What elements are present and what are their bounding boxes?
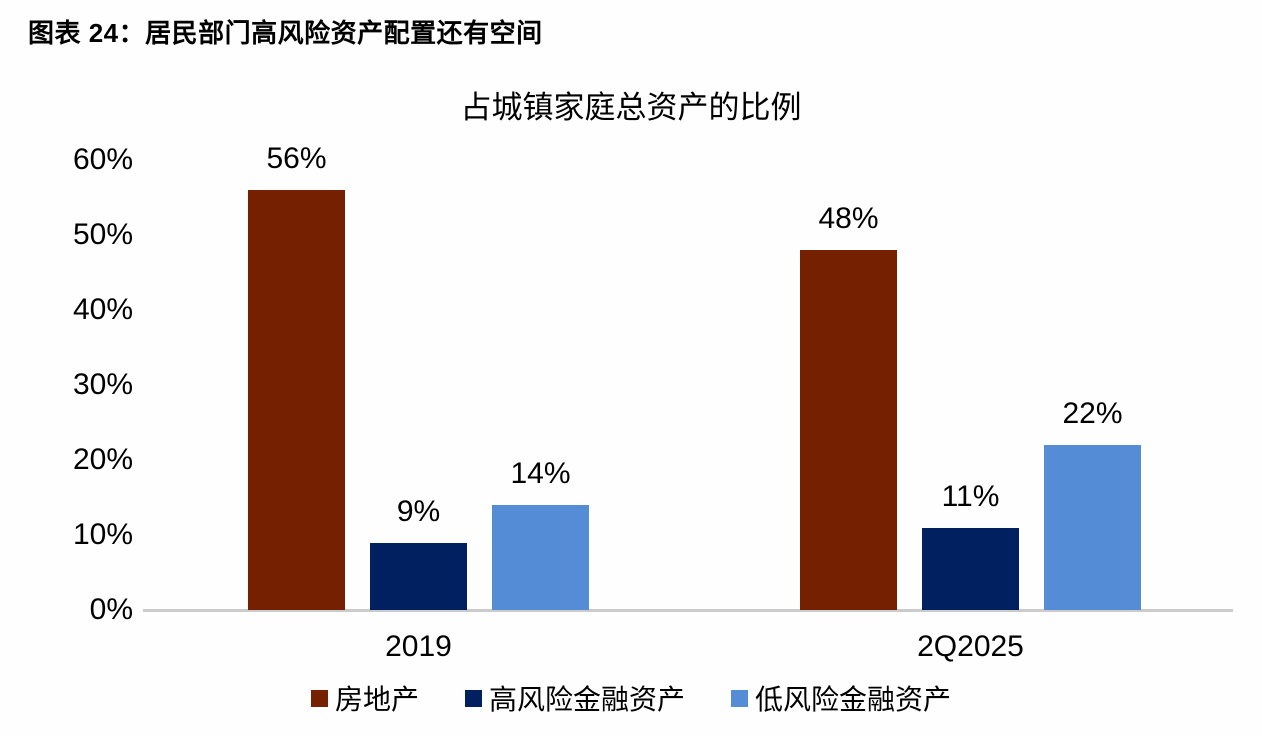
bar-value-label: 56% bbox=[266, 142, 327, 175]
bar bbox=[1044, 445, 1141, 610]
bar bbox=[922, 527, 1019, 610]
y-tick-label: 10% bbox=[72, 518, 133, 551]
figure-caption: 图表 24：居民部门高风险资产配置还有空间 bbox=[28, 18, 543, 48]
x-axis-baseline bbox=[143, 609, 1233, 612]
y-tick-label: 40% bbox=[72, 293, 133, 326]
chart-title: 占城镇家庭总资产的比例 bbox=[460, 90, 802, 125]
y-tick-label: 0% bbox=[89, 593, 133, 626]
y-tick-label: 20% bbox=[72, 443, 133, 476]
bar bbox=[248, 190, 345, 610]
bar bbox=[370, 542, 467, 610]
y-tick-label: 30% bbox=[72, 368, 133, 401]
bar-value-label: 22% bbox=[1062, 397, 1123, 430]
legend: 房地产 高风险金融资产 低风险金融资产 bbox=[0, 678, 1262, 718]
legend-item: 高风险金融资产 bbox=[464, 678, 685, 718]
y-tick-label: 60% bbox=[72, 143, 133, 176]
bar-value-label: 11% bbox=[941, 479, 1000, 513]
bar-value-label: 14% bbox=[510, 457, 571, 490]
legend-label: 房地产 bbox=[334, 684, 419, 715]
x-tick-label: 2Q2025 bbox=[917, 630, 1024, 663]
legend-item: 房地产 bbox=[310, 678, 419, 718]
legend-item: 低风险金融资产 bbox=[731, 678, 951, 718]
legend-swatch-icon bbox=[464, 689, 482, 707]
legend-swatch-icon bbox=[731, 689, 748, 707]
bar-value-label: 9% bbox=[396, 494, 441, 528]
bar-value-label: 48% bbox=[818, 202, 879, 235]
legend-swatch-icon bbox=[310, 689, 328, 707]
legend-label: 低风险金融资产 bbox=[755, 684, 952, 715]
bar bbox=[492, 505, 589, 610]
bar bbox=[800, 250, 897, 610]
y-tick-label: 50% bbox=[72, 218, 133, 251]
legend-label: 高风险金融资产 bbox=[488, 684, 685, 715]
x-tick-label: 2019 bbox=[385, 630, 452, 663]
